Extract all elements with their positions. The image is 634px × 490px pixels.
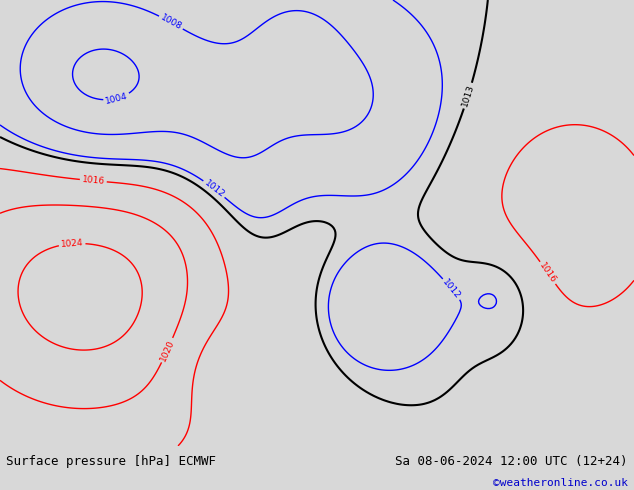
Text: Surface pressure [hPa] ECMWF: Surface pressure [hPa] ECMWF bbox=[6, 455, 216, 468]
Text: 1016: 1016 bbox=[81, 175, 105, 186]
Text: ©weatheronline.co.uk: ©weatheronline.co.uk bbox=[493, 478, 628, 489]
Text: 1013: 1013 bbox=[460, 83, 476, 108]
Text: 1024: 1024 bbox=[60, 239, 84, 249]
Text: 1004: 1004 bbox=[105, 91, 129, 105]
Text: 1012: 1012 bbox=[441, 277, 462, 301]
Text: 1008: 1008 bbox=[158, 13, 183, 32]
Text: 1020: 1020 bbox=[158, 338, 176, 363]
Text: Sa 08-06-2024 12:00 UTC (12+24): Sa 08-06-2024 12:00 UTC (12+24) bbox=[395, 455, 628, 468]
Text: 1016: 1016 bbox=[538, 261, 558, 285]
Text: 1012: 1012 bbox=[202, 178, 226, 199]
